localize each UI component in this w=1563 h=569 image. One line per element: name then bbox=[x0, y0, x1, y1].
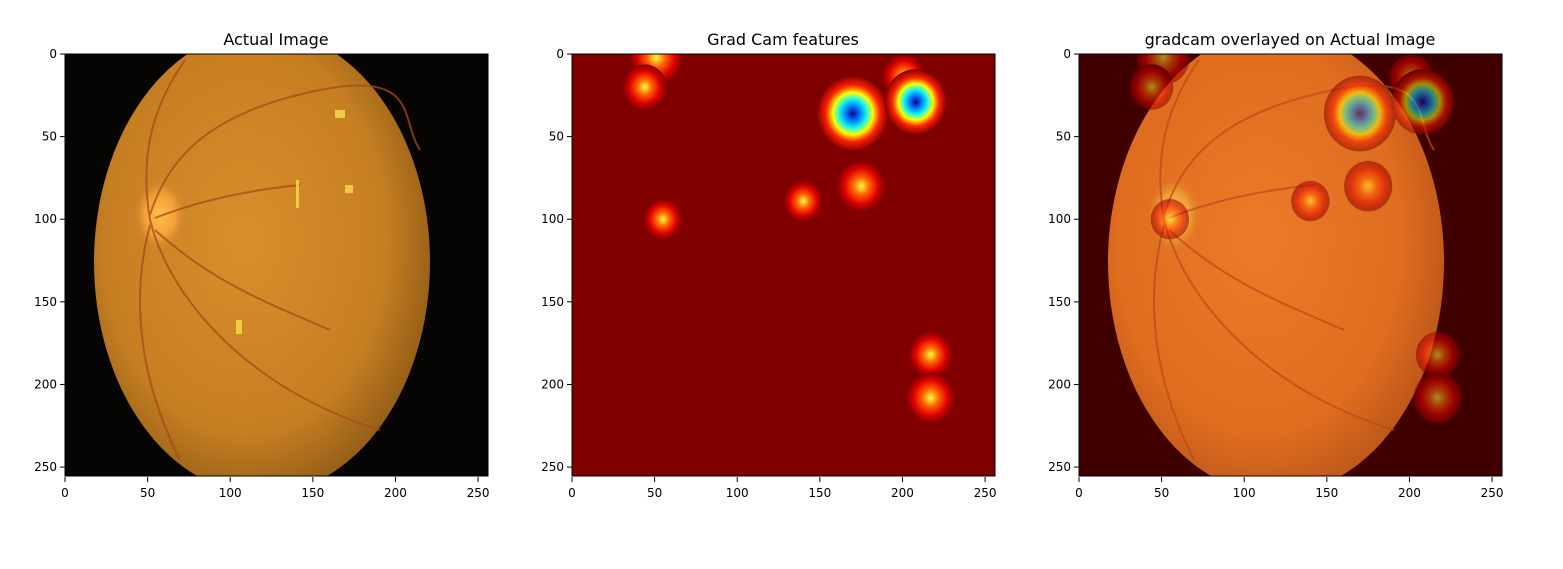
x-tick-label: 0 bbox=[568, 486, 576, 500]
panel-overlay: gradcam overlayed on Actual Image bbox=[1078, 30, 1503, 477]
overlay-spot bbox=[1150, 199, 1190, 240]
x-tick-label: 200 bbox=[384, 486, 407, 500]
y-tick-label: 100 bbox=[34, 212, 57, 226]
plot-frame bbox=[1078, 53, 1503, 477]
panel-title: Grad Cam features bbox=[707, 30, 859, 49]
overlay-image bbox=[1079, 54, 1502, 476]
y-tick-label: 0 bbox=[556, 47, 564, 61]
x-tick-label: 0 bbox=[1075, 486, 1083, 500]
y-tick-label: 0 bbox=[49, 47, 57, 61]
overlay-spot bbox=[1391, 69, 1454, 135]
fundus-image bbox=[65, 54, 488, 476]
y-tick-label: 200 bbox=[541, 377, 564, 391]
x-tick-label: 50 bbox=[1154, 486, 1169, 500]
x-tick-label: 250 bbox=[974, 486, 997, 500]
y-tick-label: 150 bbox=[541, 295, 564, 309]
heatmap-spot bbox=[884, 69, 947, 135]
heatmap-spot bbox=[816, 75, 889, 152]
x-tick-label: 50 bbox=[140, 486, 155, 500]
heatmap-spot bbox=[643, 199, 683, 240]
overlay-spot bbox=[1323, 75, 1396, 152]
y-tick-label: 50 bbox=[42, 130, 57, 144]
x-tick-label: 0 bbox=[61, 486, 69, 500]
x-tick-label: 100 bbox=[1233, 486, 1256, 500]
y-tick-label: 250 bbox=[34, 460, 57, 474]
overlay-spot bbox=[1130, 64, 1174, 110]
panel-title: gradcam overlayed on Actual Image bbox=[1145, 30, 1436, 49]
x-tick-label: 200 bbox=[1398, 486, 1421, 500]
x-tick-label: 250 bbox=[1481, 486, 1504, 500]
overlay-spot bbox=[1415, 332, 1460, 378]
y-tick-label: 200 bbox=[34, 377, 57, 391]
y-tick-label: 100 bbox=[1048, 212, 1071, 226]
x-tick-label: 200 bbox=[891, 486, 914, 500]
heatmap-spot bbox=[908, 332, 953, 378]
x-tick-label: 150 bbox=[808, 486, 831, 500]
x-tick-label: 150 bbox=[1315, 486, 1338, 500]
x-tick-label: 100 bbox=[726, 486, 749, 500]
y-tick-label: 250 bbox=[541, 460, 564, 474]
plot-frame bbox=[571, 53, 996, 477]
y-tick-label: 0 bbox=[1063, 47, 1071, 61]
overlay-spot bbox=[1344, 160, 1393, 212]
y-tick-label: 100 bbox=[541, 212, 564, 226]
plot-frame bbox=[64, 53, 489, 477]
y-tick-label: 50 bbox=[549, 130, 564, 144]
heatmap-spot bbox=[906, 372, 955, 423]
y-tick-label: 150 bbox=[1048, 295, 1071, 309]
panel-title: Actual Image bbox=[223, 30, 328, 49]
overlay-spot bbox=[1413, 372, 1462, 423]
x-tick-label: 50 bbox=[647, 486, 662, 500]
gradcam-heatmap bbox=[572, 54, 995, 476]
heatmap-spot bbox=[837, 160, 886, 212]
heatmap-spot bbox=[784, 180, 823, 222]
heatmap-spot bbox=[623, 64, 667, 110]
y-tick-label: 150 bbox=[34, 295, 57, 309]
x-tick-label: 250 bbox=[467, 486, 490, 500]
y-tick-label: 200 bbox=[1048, 377, 1071, 391]
y-tick-label: 50 bbox=[1056, 130, 1071, 144]
x-tick-label: 100 bbox=[219, 486, 242, 500]
panel-gradcam: Grad Cam features bbox=[571, 30, 996, 477]
x-tick-label: 150 bbox=[301, 486, 324, 500]
panel-actual-image: Actual Image bbox=[64, 30, 489, 477]
y-tick-label: 250 bbox=[1048, 460, 1071, 474]
overlay-spot bbox=[1291, 180, 1330, 222]
